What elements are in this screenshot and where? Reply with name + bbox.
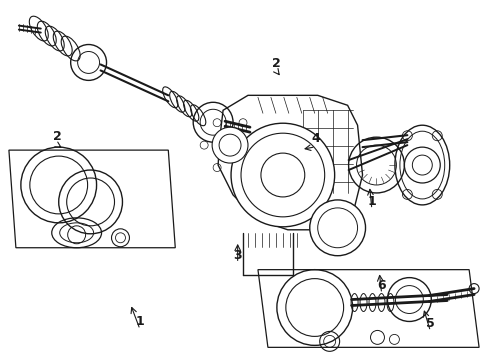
Text: 5: 5: [426, 317, 435, 330]
Text: 2: 2: [53, 130, 61, 144]
Circle shape: [231, 123, 335, 227]
Text: 6: 6: [377, 279, 386, 292]
Text: 4: 4: [312, 132, 320, 145]
Text: 1: 1: [136, 315, 145, 328]
Circle shape: [310, 200, 366, 256]
Text: 3: 3: [233, 249, 242, 262]
Text: 2: 2: [272, 57, 281, 70]
Text: 1: 1: [368, 195, 376, 208]
Circle shape: [212, 127, 248, 163]
